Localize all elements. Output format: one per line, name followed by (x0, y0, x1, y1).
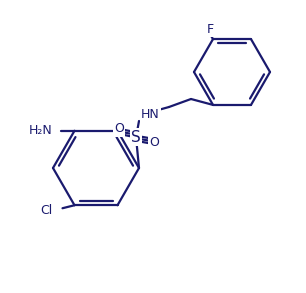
Text: Cl: Cl (40, 204, 53, 217)
Text: HN: HN (141, 108, 160, 122)
Text: F: F (207, 23, 214, 35)
Text: S: S (131, 130, 141, 144)
Text: O: O (114, 122, 124, 135)
Text: O: O (149, 137, 159, 149)
Text: H₂N: H₂N (29, 124, 53, 137)
